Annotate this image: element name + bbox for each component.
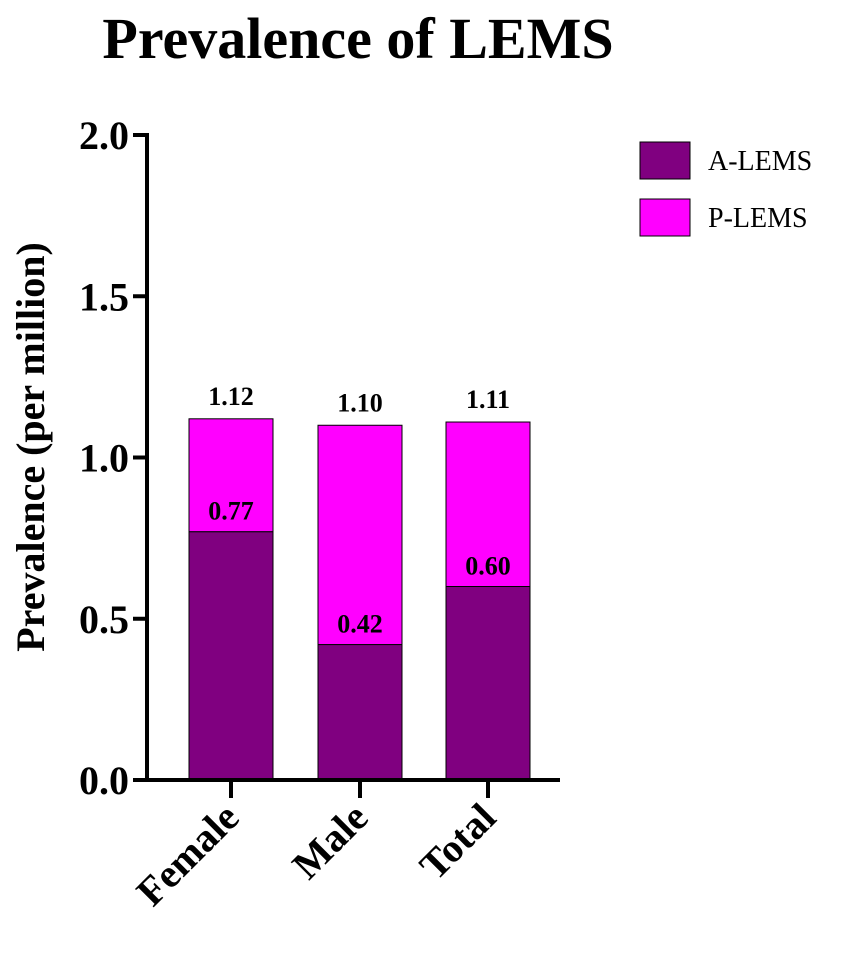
legend-swatch-a-lems: [639, 141, 691, 180]
y-tick-label: 1.0: [79, 436, 129, 481]
y-tick-label: 0.0: [79, 758, 129, 803]
legend: A-LEMS P-LEMS: [639, 141, 812, 237]
bar-a-lems-female: [188, 531, 274, 781]
y-tick-label: 0.5: [79, 597, 129, 642]
y-axis-label: Prevalence (per million): [8, 242, 53, 652]
legend-swatch-p-lems: [639, 198, 691, 237]
data-label-inner: 0.42: [337, 610, 383, 639]
axes: [145, 133, 560, 782]
bar-a-lems-total: [445, 586, 531, 781]
bar-p-lems-total: [445, 421, 531, 587]
data-label-total: 1.10: [337, 388, 383, 417]
bar-a-lems-male: [317, 644, 403, 781]
x-tick-label: Male: [283, 795, 376, 888]
data-label-inner: 0.77: [208, 497, 254, 526]
data-label-total: 1.12: [208, 382, 254, 411]
legend-label: P-LEMS: [708, 203, 808, 234]
bar-p-lems-female: [188, 418, 274, 533]
y-tick-label: 2.0: [79, 113, 129, 158]
chart-title: Prevalence of LEMS: [102, 6, 613, 71]
y-tick-label: 1.5: [79, 274, 129, 319]
bar-p-lems-male: [317, 424, 403, 646]
data-label-total: 1.11: [466, 385, 510, 414]
x-tick-label: Female: [128, 795, 248, 915]
x-axis-ticks: Female Male Total: [128, 780, 505, 915]
y-axis-ticks: 0.0 0.5 1.0 1.5 2.0: [79, 113, 147, 803]
legend-label: A-LEMS: [708, 146, 812, 177]
x-tick-label: Total: [411, 795, 505, 889]
data-label-inner: 0.60: [465, 552, 511, 581]
bars: 0.77 1.12 0.42 1.10 0.60 1.11: [188, 382, 531, 781]
